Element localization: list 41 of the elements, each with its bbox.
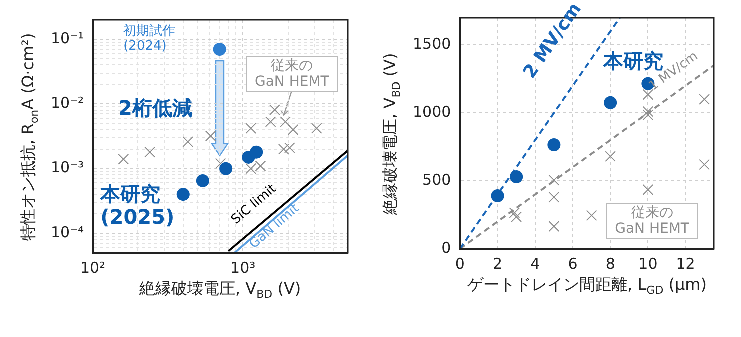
point — [699, 159, 710, 170]
x-axis-title: 絶縁破壊電圧, V$_{BD}$ (V) — [140, 279, 302, 302]
x-tick-label: 6 — [568, 254, 578, 273]
point — [642, 89, 654, 100]
annotation: 2桁低減 — [118, 96, 192, 120]
point — [604, 96, 618, 110]
y-tick-label: 0 — [442, 238, 452, 257]
point — [548, 138, 561, 152]
x-tick-label: 8 — [606, 254, 616, 273]
series-label: 従来の GaN HEMT — [246, 56, 338, 92]
point — [642, 184, 654, 196]
y-tick-label: 10⁻² — [50, 94, 84, 112]
x-tick-label: 10² — [80, 258, 106, 277]
point — [509, 208, 520, 218]
x-tick-label: 10³ — [230, 258, 256, 277]
x-tick-label: 10 — [638, 254, 658, 273]
point — [548, 174, 560, 186]
point — [642, 106, 654, 118]
y-tick-label: 1500 — [412, 35, 452, 54]
point — [491, 190, 504, 203]
series-label: 本研究 (2025) — [100, 182, 175, 230]
x-tick-label: 12 — [676, 254, 696, 273]
point — [510, 170, 524, 184]
point — [586, 210, 598, 222]
x-tick-label: 2 — [493, 254, 503, 273]
y-tick-label: 10⁻¹ — [50, 29, 84, 48]
point — [511, 212, 522, 223]
y-tick-label: 10⁻³ — [50, 158, 84, 177]
y-tick-label: 1000 — [412, 103, 452, 122]
text: 初期試作 (2024) — [124, 24, 176, 55]
point — [642, 110, 654, 121]
point — [548, 221, 560, 232]
point — [699, 94, 710, 105]
point — [548, 192, 560, 203]
y-tick-label: 10⁻⁴ — [50, 223, 84, 242]
series-label: 従来の GaN HEMT — [606, 202, 698, 239]
x-tick-label: 0 — [455, 254, 465, 273]
x-tick-label: 4 — [530, 254, 540, 273]
point — [605, 151, 616, 162]
y-tick-label: 500 — [422, 170, 452, 189]
x-axis-title: ゲートドレイン間距離, L$_{GD}$ (μm) — [468, 275, 708, 298]
